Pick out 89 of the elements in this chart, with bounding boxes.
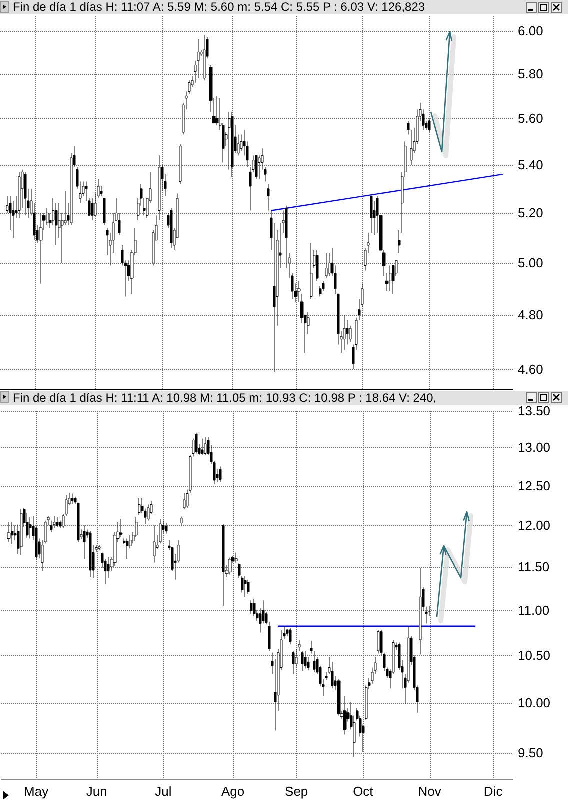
candlestick [56,517,59,528]
candlestick [428,118,431,133]
y-tick-label: 13.50 [518,404,551,418]
candlestick [247,580,250,595]
candlestick [235,552,238,564]
candlestick [29,517,32,539]
candlestick [292,650,295,675]
candlestick [343,696,347,736]
y-tick-label: 5.80 [518,66,544,82]
candlestick [244,576,247,598]
candlestick [24,172,27,216]
y-tick-label: 5.60 [518,111,544,126]
candlestick [325,252,328,279]
y-tick-label: 10.00 [518,696,551,711]
candlestick [316,250,319,282]
candlestick [18,172,21,218]
candlestick [289,628,292,645]
candlestick [83,525,86,560]
candlestick [222,524,225,606]
candlestick [298,640,301,652]
y-tick-label: 5.40 [518,158,544,173]
y-tick-label: 4.80 [518,308,544,323]
candlestick [419,568,422,655]
y-tick-label: 5.00 [518,256,544,271]
y-tick-label: 5.20 [518,206,544,221]
candlestick [103,198,106,226]
x-tick-label: Dic [484,784,504,799]
candlestick [331,662,334,689]
candlestick [7,522,11,542]
candlestick [126,538,129,560]
x-tick-label: Jul [155,784,172,799]
x-tick-label: May [24,784,50,799]
candlestick [71,493,74,504]
candlestick [304,650,307,669]
candlestick [370,196,373,234]
candlestick [204,437,207,456]
y-tick-label: 10.50 [518,648,551,664]
candlestick [11,522,14,545]
y-tick-label: 6.00 [518,23,544,38]
candlestick [197,39,200,79]
candlestick [179,144,182,184]
candlestick [425,606,428,624]
candlestick [183,492,186,510]
candlestick [153,525,156,564]
candlestick [203,34,206,81]
y-tick-label: 4.60 [518,362,544,377]
candlestick [170,208,173,248]
y-tick-label: 11.50 [518,560,550,575]
candlestick [180,516,183,526]
y-tick-label: 12.50 [518,478,551,494]
candlestick [165,522,168,534]
candlestick [238,563,241,578]
y-tick-label: 9.50 [518,746,544,761]
candlestick [310,242,313,300]
candlestick [250,600,253,614]
candlestick [201,438,204,456]
candlestick [389,265,392,292]
candlestick [301,650,304,672]
x-tick-label: Jun [86,784,108,799]
candlestick [98,545,101,551]
candlestick [337,678,341,716]
x-tick-label: Oct [353,784,374,799]
candlestick [253,598,256,617]
y-tick-label: 13.00 [518,440,551,456]
y-tick-label: 12.00 [518,518,551,534]
candlestick [215,96,219,126]
candlestick [231,112,234,178]
candlestick [398,230,401,254]
candlestick [377,630,380,654]
candlestick [39,212,43,284]
candlestick [158,155,161,221]
candlestick [219,466,222,482]
candlestick [255,155,258,180]
candlestick [241,576,244,594]
chart-title: Fin de día 1 días H: 11:11 A: 10.98 M: 11.05 m: 10.93 C: 10.98 P : 18.64 V: 240, [13,391,437,405]
candlestick [20,509,23,556]
candlestick [343,314,346,350]
chart-title: Fin de día 1 días H: 11:07 A: 5.59 M: 5.60 m: 5.54 C: 5.55 P : 6.03 V: 126,823 [13,0,426,14]
candlestick [228,558,232,575]
x-tick-label: Sep [285,784,308,799]
candlestick [89,531,92,578]
x-tick-label: Ago [221,784,245,799]
candlestick [195,432,198,454]
candlestick [147,504,150,522]
candlestick [138,498,141,516]
y-tick-label: 11.00 [518,602,550,618]
candlestick [267,184,270,211]
candlestick [53,516,56,528]
x-tick-label: Nov [418,784,442,799]
